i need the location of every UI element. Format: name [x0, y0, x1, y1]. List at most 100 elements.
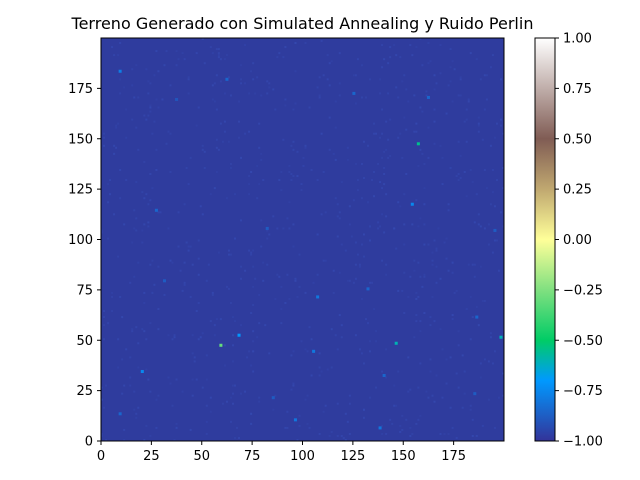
- heatmap-speckle-cell: [334, 100, 337, 103]
- heatmap-speckle-cell: [268, 352, 271, 355]
- heatmap-speckle-cell: [409, 434, 412, 437]
- heatmap-speckle-cell: [320, 132, 323, 135]
- heatmap-speckle-cell: [405, 88, 408, 91]
- y-tick-label: 100: [68, 233, 93, 248]
- heatmap-speckle-cell: [149, 110, 152, 113]
- heatmap-speckle-cell: [393, 44, 396, 47]
- heatmap-speckle-cell: [469, 408, 472, 411]
- heatmap-speckle-cell: [101, 398, 104, 401]
- heatmap-speckle-cell: [338, 217, 341, 220]
- heatmap-speckle-cell: [360, 197, 363, 200]
- heatmap-speckle-cell: [248, 130, 251, 133]
- heatmap-speckle-cell: [203, 166, 206, 169]
- heatmap-speckle-cell: [401, 428, 404, 431]
- heatmap-speckle-cell: [250, 412, 253, 415]
- heatmap-speckle-cell: [284, 46, 287, 49]
- heatmap-speckle-cell: [379, 181, 382, 184]
- heatmap-speckle-cell: [487, 360, 490, 363]
- heatmap-speckle-cell: [338, 314, 341, 317]
- heatmap-speckle-cell: [415, 314, 418, 317]
- heatmap-speckle-cell: [385, 432, 388, 435]
- heatmap-speckle-cell: [419, 362, 422, 365]
- heatmap-speckle-cell: [171, 404, 174, 407]
- heatmap-speckle-cell: [119, 197, 122, 200]
- heatmap-speckle-cell: [250, 364, 253, 367]
- heatmap-speckle-cell: [302, 164, 305, 167]
- heatmap-speckle-cell: [477, 213, 480, 216]
- heatmap-speckle-cell: [115, 124, 118, 127]
- heatmap-speckle-cell: [459, 76, 462, 79]
- heatmap-speckle-cell: [383, 231, 386, 234]
- heatmap-speckle-cell: [310, 168, 313, 171]
- heatmap-speckle-cell: [221, 140, 224, 143]
- y-tick-label: 125: [68, 183, 93, 198]
- heatmap-speckle-cell: [147, 225, 150, 228]
- heatmap-speckle-cell: [342, 436, 345, 439]
- heatmap-speckle-cell: [431, 394, 434, 397]
- heatmap-speckle-cell: [197, 273, 200, 276]
- heatmap-speckle-cell: [475, 434, 478, 437]
- colorbar-tick-label: 1.00: [563, 32, 592, 47]
- heatmap-speckle-cell: [379, 136, 382, 139]
- heatmap-speckle-cell: [119, 42, 122, 45]
- heatmap-speckle-cell: [137, 406, 140, 409]
- heatmap-speckle-cell: [399, 205, 402, 208]
- heatmap-speckle-cell: [445, 257, 448, 260]
- heatmap-speckle-cell: [157, 70, 160, 73]
- heatmap-speckle-cell: [441, 396, 444, 399]
- heatmap-speckle-cell: [336, 434, 339, 437]
- heatmap-speckle-cell: [300, 340, 303, 343]
- heatmap-speckle-cell: [306, 394, 309, 397]
- heatmap-speckle-cell: [151, 132, 154, 135]
- heatmap-speckle-cell: [244, 132, 247, 135]
- heatmap-speckle-cell: [296, 295, 299, 298]
- heatmap-speckle-cell: [385, 348, 388, 351]
- heatmap-speckle-cell: [258, 400, 261, 403]
- heatmap-speckle-cell: [354, 74, 357, 77]
- heatmap-speckle-cell: [322, 74, 325, 77]
- heatmap-speckle-cell: [107, 183, 110, 186]
- heatmap-speckle-cell: [433, 108, 436, 111]
- heatmap-speckle-cell: [403, 223, 406, 226]
- heatmap-speckle-cell: [187, 92, 190, 95]
- heatmap-speckle-cell: [358, 348, 361, 351]
- heatmap-speckle-cell: [252, 62, 255, 65]
- heatmap-speckle-cell: [338, 82, 341, 85]
- heatmap-speckle-cell: [201, 213, 204, 216]
- heatmap-speckle-cell: [483, 227, 486, 230]
- heatmap-speckle-cell: [399, 56, 402, 59]
- heatmap-speckle-cell: [149, 434, 152, 437]
- heatmap-speckle-cell: [465, 195, 468, 198]
- heatmap-speckle-cell: [447, 432, 450, 435]
- heatmap-speckle-cell: [469, 52, 472, 55]
- heatmap-speckle-cell: [393, 404, 396, 407]
- heatmap-speckle-cell: [477, 324, 480, 327]
- heatmap-speckle-cell: [205, 420, 208, 423]
- heatmap-speckle-cell: [288, 164, 291, 167]
- heatmap-speckle-cell: [419, 106, 422, 109]
- heatmap-speckle-cell: [123, 86, 126, 89]
- heatmap-speckle-cell: [215, 108, 218, 111]
- heatmap-speckle-cell: [147, 80, 150, 83]
- heatmap-speckle-cell: [467, 98, 470, 101]
- heatmap-speckle-cell: [185, 241, 188, 244]
- heatmap-speckle-cell: [362, 408, 365, 411]
- heatmap-speckle-cell: [233, 193, 237, 196]
- heatmap-speckle-cell: [284, 98, 287, 101]
- heatmap-cell: [118, 412, 122, 416]
- heatmap-speckle-cell: [103, 136, 106, 139]
- heatmap-speckle-cell: [471, 434, 474, 437]
- heatmap-speckle-cell: [375, 132, 378, 135]
- heatmap-speckle-cell: [483, 108, 486, 111]
- heatmap-speckle-cell: [318, 374, 321, 377]
- heatmap-speckle-cell: [217, 251, 220, 254]
- heatmap-speckle-cell: [471, 418, 474, 421]
- heatmap-speckle-cell: [362, 362, 365, 365]
- heatmap-cell: [416, 142, 420, 146]
- heatmap-speckle-cell: [310, 374, 313, 377]
- heatmap-cell: [426, 95, 430, 99]
- heatmap-speckle-cell: [211, 84, 214, 87]
- heatmap-speckle-cell: [401, 414, 404, 417]
- heatmap-speckle-cell: [429, 316, 432, 319]
- heatmap-speckle-cell: [103, 406, 106, 409]
